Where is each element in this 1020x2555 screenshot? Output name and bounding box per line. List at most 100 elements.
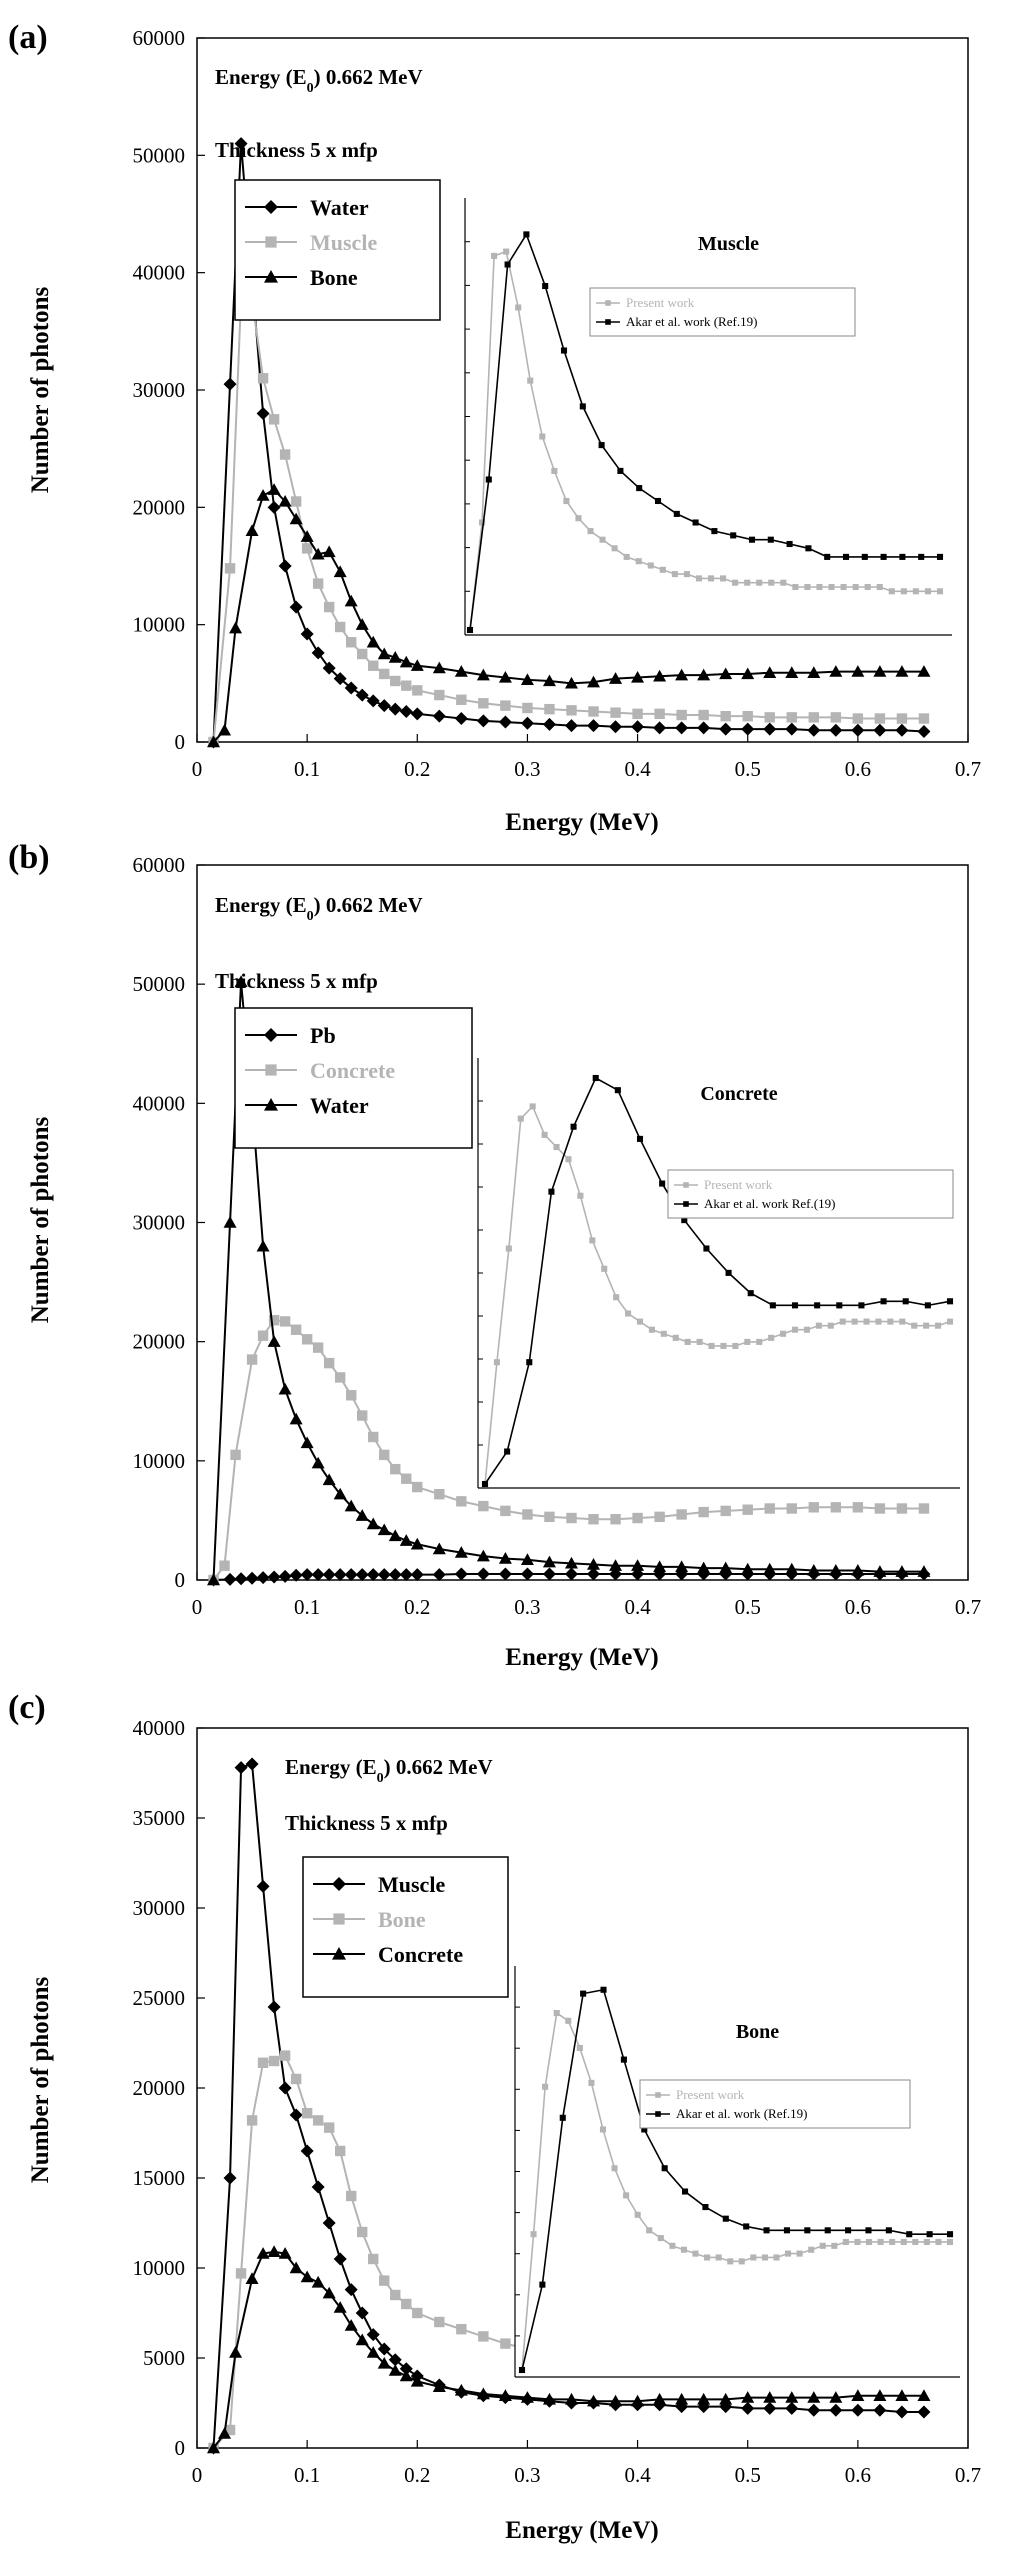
data-point bbox=[830, 712, 842, 723]
data-point bbox=[279, 2050, 291, 2061]
inset-data-point bbox=[541, 1131, 548, 1138]
inset-legend-marker bbox=[655, 2092, 661, 2098]
data-point bbox=[267, 2245, 281, 2257]
legend-label: Muscle bbox=[378, 1872, 445, 1897]
inset-data-point bbox=[792, 583, 799, 591]
chart-panel-c: 0 5000 10000 15000 20000 25000 30000 35000 40000… bbox=[0, 1690, 1020, 2555]
inset-data-point bbox=[748, 536, 756, 543]
data-point bbox=[333, 565, 347, 578]
energy-annotation: Energy (E0) 0.662 MeV bbox=[215, 65, 423, 96]
inset-data-point bbox=[911, 1322, 918, 1329]
data-point bbox=[245, 1757, 259, 1771]
data-point bbox=[379, 1449, 390, 1461]
x-tick-label: 0.1 bbox=[294, 1595, 320, 1619]
inset-data-point bbox=[553, 1143, 560, 1151]
inset-data-point bbox=[935, 1322, 942, 1329]
inset-data-point bbox=[560, 347, 568, 354]
inset-series bbox=[466, 231, 944, 634]
x-tick-label: 0.6 bbox=[845, 757, 871, 781]
data-point bbox=[564, 676, 578, 689]
inset-data-point bbox=[946, 2231, 954, 2238]
data-point bbox=[366, 1517, 380, 1530]
energy-annotation-sub: 0 bbox=[377, 1771, 384, 1786]
inset-data-point bbox=[570, 1123, 577, 1130]
inset-legend-label: Present work bbox=[626, 295, 695, 310]
plot-group: 0 10000 20000 30000 40000 50000 60000 0 0.1 0.2 0.… bbox=[133, 853, 982, 1619]
inset-data-point bbox=[551, 467, 558, 474]
chart-panel-b: 0 10000 20000 30000 40000 50000 60000 0 0.1 0.2 0.… bbox=[0, 830, 1020, 1690]
data-point bbox=[478, 1500, 489, 1512]
y-tick-label: 60000 bbox=[133, 26, 186, 50]
data-point bbox=[763, 722, 777, 736]
data-point bbox=[289, 1412, 303, 1425]
inset-data-point bbox=[936, 588, 944, 595]
inset-data-point bbox=[815, 1322, 822, 1329]
inset-data-point bbox=[518, 2366, 526, 2374]
data-point bbox=[454, 712, 468, 726]
y-tick-label: 40000 bbox=[133, 1716, 186, 1740]
data-point bbox=[256, 1879, 270, 1893]
data-point bbox=[807, 2403, 821, 2417]
data-point bbox=[498, 715, 512, 729]
data-point bbox=[896, 1503, 908, 1514]
legend-label: Concrete bbox=[378, 1942, 463, 1967]
x-tick-label: 0.1 bbox=[294, 757, 320, 781]
data-point bbox=[829, 2403, 843, 2417]
data-point bbox=[346, 637, 357, 648]
inset-series-line bbox=[484, 1104, 951, 1485]
data-point bbox=[234, 1572, 248, 1586]
inset-data-point bbox=[660, 1330, 667, 1337]
data-point bbox=[851, 2403, 865, 2417]
inset-data-point bbox=[720, 1342, 727, 1349]
inset-legend: Present work Akar et al. work Ref.(19) bbox=[667, 1169, 954, 1219]
legend-label: Concrete bbox=[310, 1058, 395, 1083]
data-point bbox=[300, 1436, 314, 1449]
inset-legend-label: Akar et al. work Ref.(19) bbox=[704, 1196, 835, 1211]
data-point bbox=[379, 668, 390, 680]
data-point bbox=[588, 1514, 599, 1525]
inset-data-point bbox=[796, 2250, 803, 2257]
data-point bbox=[520, 2391, 534, 2403]
data-point bbox=[388, 1568, 402, 1582]
inset-data-point bbox=[623, 553, 630, 560]
inset-data-point bbox=[780, 1330, 787, 1337]
data-point bbox=[873, 2403, 887, 2417]
data-point bbox=[697, 668, 711, 681]
inset-data-point bbox=[926, 2231, 933, 2238]
inset-data-point bbox=[579, 403, 586, 410]
chart-svg-c: 0 5000 10000 15000 20000 25000 30000 35000 40000… bbox=[8, 1690, 981, 2544]
legend: Water Muscle Bone bbox=[234, 179, 441, 321]
y-tick-label: 0 bbox=[175, 1568, 186, 1592]
data-point bbox=[267, 1335, 281, 1347]
inset-data-point bbox=[725, 1269, 732, 1276]
inset-data-point bbox=[648, 1326, 655, 1333]
data-point bbox=[653, 2392, 667, 2405]
y-tick-label: 10000 bbox=[133, 1449, 186, 1473]
legend-label: Bone bbox=[378, 1907, 426, 1932]
data-point bbox=[368, 2253, 379, 2265]
data-point bbox=[311, 1568, 325, 1582]
data-point bbox=[454, 1546, 468, 1558]
data-point bbox=[207, 2441, 221, 2454]
data-point bbox=[917, 1565, 931, 1577]
x-tick-label: 0.3 bbox=[514, 2463, 540, 2487]
data-point bbox=[399, 704, 413, 718]
inset-data-point bbox=[635, 558, 642, 565]
inset-data-point bbox=[827, 1322, 834, 1329]
data-point bbox=[344, 2319, 358, 2331]
data-point bbox=[476, 668, 490, 681]
data-point bbox=[322, 2216, 336, 2230]
inset-data-point bbox=[704, 2254, 711, 2261]
data-point bbox=[785, 666, 799, 678]
x-tick-label: 0.6 bbox=[845, 2463, 871, 2487]
data-point bbox=[873, 1565, 887, 1577]
data-point bbox=[322, 1568, 336, 1582]
data-point bbox=[610, 1514, 621, 1525]
data-point bbox=[344, 594, 358, 607]
data-point bbox=[366, 2328, 380, 2342]
data-point bbox=[256, 2247, 270, 2259]
inset-data-point bbox=[657, 2235, 664, 2242]
inset-data-point bbox=[720, 575, 727, 582]
data-point bbox=[675, 1560, 689, 1573]
y-tick-label: 40000 bbox=[133, 261, 186, 285]
